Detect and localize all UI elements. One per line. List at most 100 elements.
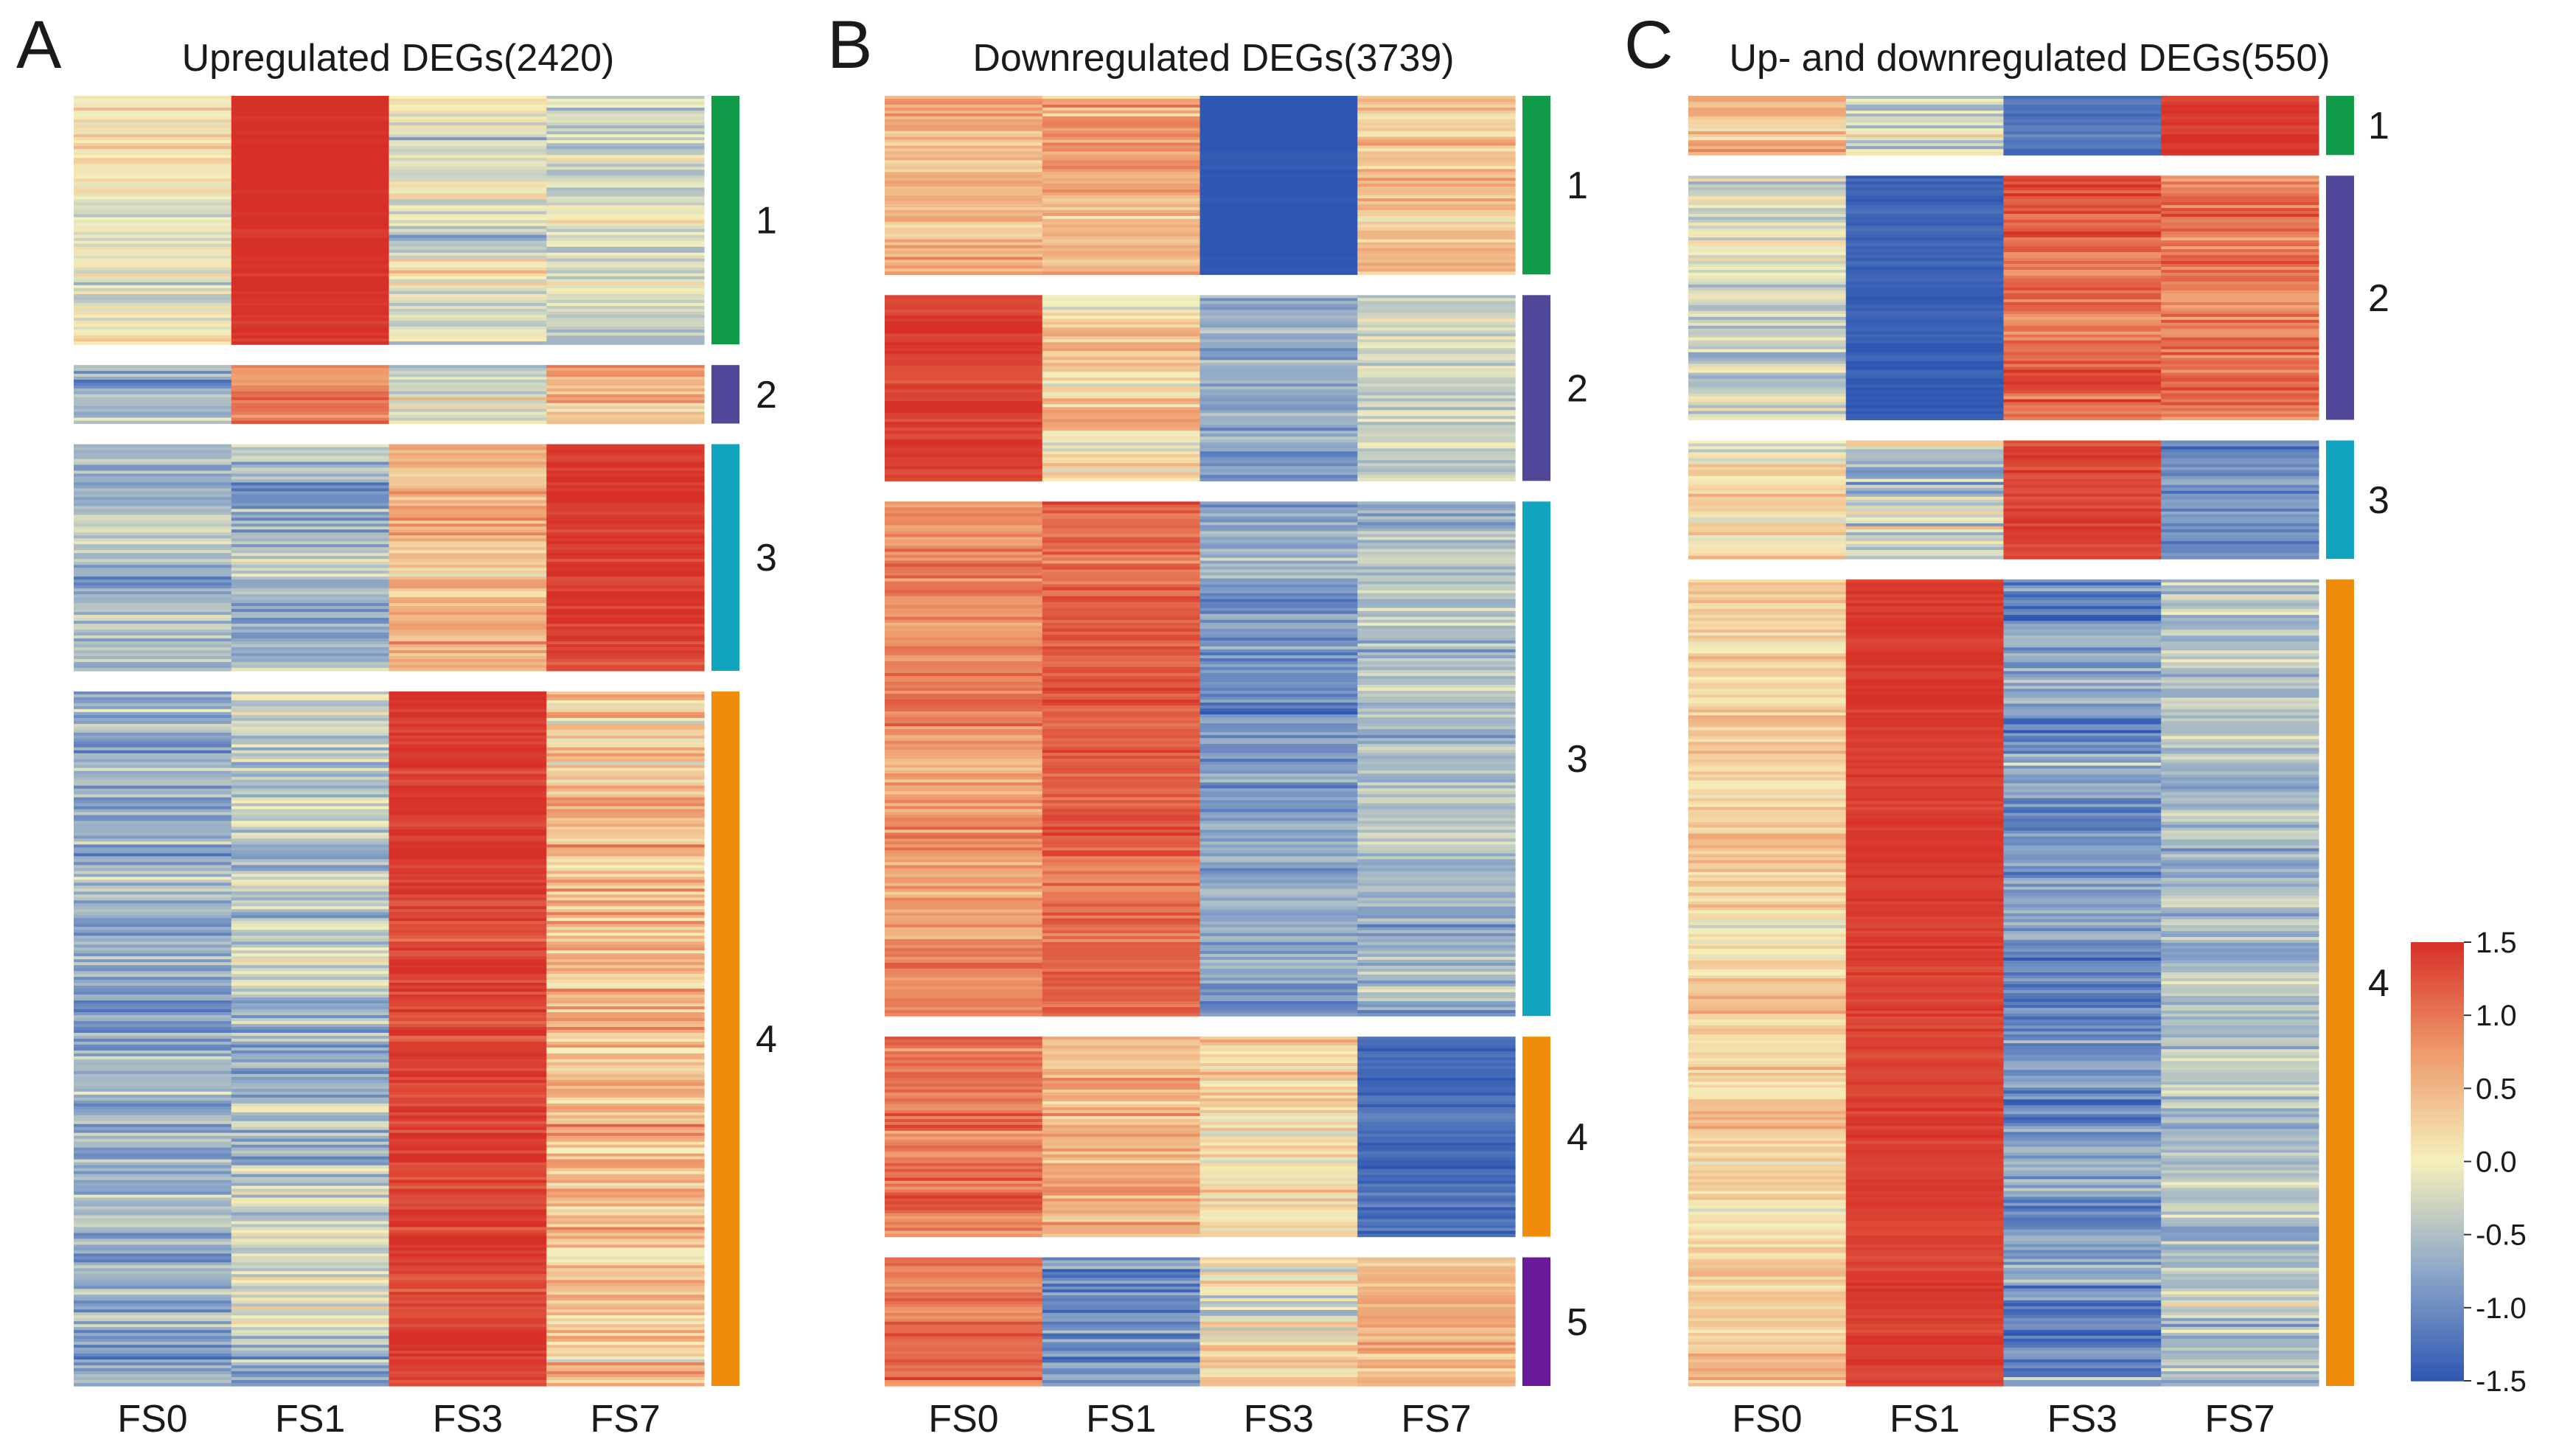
heatmap-stripe (2003, 131, 2162, 135)
heatmap-stripe (1357, 1292, 1516, 1296)
heatmap-stripe (1845, 993, 2005, 997)
heatmap-stripe (74, 1100, 232, 1104)
heatmap-stripe (546, 293, 705, 298)
heatmap-stripe (1845, 653, 2005, 657)
heatmap-stripe (74, 1342, 232, 1345)
heatmap-stripe (1042, 206, 1201, 211)
heatmap-stripe (546, 838, 705, 843)
heatmap-stripe (74, 134, 232, 138)
heatmap-stripe (231, 202, 390, 206)
heatmap-stripe (546, 764, 705, 769)
heatmap-stripe (1845, 933, 2005, 938)
heatmap-stripe (2003, 1211, 2162, 1216)
heatmap-stripe (1357, 879, 1516, 884)
heatmap-stripe (74, 414, 232, 419)
heatmap-stripe (1688, 1320, 1847, 1325)
heatmap-stripe (546, 249, 705, 254)
heatmap-stripe (231, 1333, 390, 1337)
heatmap-stripe (2003, 833, 2162, 837)
heatmap-stripe (1200, 847, 1358, 851)
heatmap-stripe (1042, 726, 1201, 730)
heatmap-stripe (1357, 395, 1516, 399)
heatmap-stripe (231, 532, 390, 536)
heatmap-stripe (2161, 1061, 2319, 1065)
heatmap-stripe (231, 96, 390, 100)
heatmap-stripe (1042, 770, 1201, 774)
heatmap-stripe (2003, 493, 2162, 498)
heatmap-stripe (2003, 1235, 2162, 1239)
cluster-bar-a-2 (711, 365, 739, 424)
heatmap-stripe (74, 1365, 232, 1369)
heatmap-stripe (389, 791, 547, 795)
heatmap-stripe (2003, 114, 2162, 117)
heatmap-stripe (1688, 534, 1847, 539)
cluster-bar-c-2 (2326, 175, 2354, 420)
heatmap-stripe (1200, 762, 1358, 765)
heatmap-stripe (2003, 214, 2162, 217)
heatmap-stripe (389, 318, 547, 321)
heatmap-stripe (2161, 907, 2319, 911)
heatmap-stripe (1845, 178, 2005, 182)
heatmap-stripe (1042, 192, 1201, 196)
heatmap-stripe (1845, 765, 2005, 770)
heatmap-stripe (1042, 995, 1201, 999)
heatmap-stripe (1042, 850, 1201, 854)
heatmap-stripe (2161, 762, 2319, 767)
heatmap-stripe (1042, 1180, 1201, 1185)
heatmap-stripe (546, 1194, 705, 1199)
heatmap-stripe (2161, 1191, 2319, 1195)
heatmap-stripe (885, 1136, 1043, 1140)
heatmap-stripe (1357, 661, 1516, 665)
heatmap-stripe (74, 544, 232, 548)
heatmap-stripe (1200, 245, 1358, 249)
heatmap-stripe (1042, 785, 1201, 789)
heatmap-stripe (1042, 1072, 1201, 1076)
heatmap-stripe (1688, 449, 1847, 453)
heatmap-stripe (885, 643, 1043, 647)
heatmap-stripe (1688, 532, 1847, 536)
heatmap-stripe (231, 1339, 390, 1342)
heatmap-stripe (1200, 198, 1358, 202)
heatmap-stripe (231, 1073, 390, 1078)
heatmap-stripe (885, 203, 1043, 208)
heatmap-stripe (1200, 454, 1358, 458)
heatmap-stripe (2003, 537, 2162, 542)
heatmap-stripe (546, 309, 705, 313)
heatmap-stripe (231, 116, 390, 120)
heatmap-stripe (231, 980, 390, 983)
heatmap-stripe (885, 1303, 1043, 1308)
heatmap-stripe (1688, 1152, 1847, 1157)
heatmap-stripe (1845, 801, 2005, 805)
heatmap-stripe (1357, 1348, 1516, 1352)
heatmap-stripe (389, 330, 547, 333)
heatmap-stripe (2161, 473, 2319, 477)
heatmap-stripe (2003, 1120, 2162, 1124)
heatmap-stripe (231, 205, 390, 209)
heatmap-stripe (546, 664, 705, 669)
heatmap-stripe (74, 102, 232, 105)
heatmap-stripe (74, 1221, 232, 1225)
heatmap-stripe (74, 776, 232, 781)
heatmap-stripe (1845, 780, 2005, 784)
heatmap-stripe (74, 1218, 232, 1222)
heatmap-stripe (2161, 630, 2319, 633)
heatmap-stripe (1688, 1046, 1847, 1050)
heatmap-stripe (885, 1037, 1043, 1040)
heatmap-stripe (1688, 284, 1847, 288)
heatmap-stripe (1357, 871, 1516, 875)
heatmap-stripe (1357, 776, 1516, 780)
heatmap-stripe (2003, 1061, 2162, 1065)
heatmap-stripe (1042, 404, 1201, 408)
heatmap-stripe (1357, 962, 1516, 966)
heatmap-stripe (1042, 139, 1201, 144)
heatmap-stripe (1845, 975, 2005, 979)
heatmap-stripe (546, 1239, 705, 1242)
heatmap-stripe (1200, 439, 1358, 443)
heatmap-stripe (2003, 627, 2162, 630)
heatmap-stripe (389, 708, 547, 713)
heatmap-stripe (885, 944, 1043, 949)
heatmap-stripe (1357, 738, 1516, 742)
heatmap-stripe (1688, 916, 1847, 920)
heatmap-stripe (2161, 868, 2319, 873)
